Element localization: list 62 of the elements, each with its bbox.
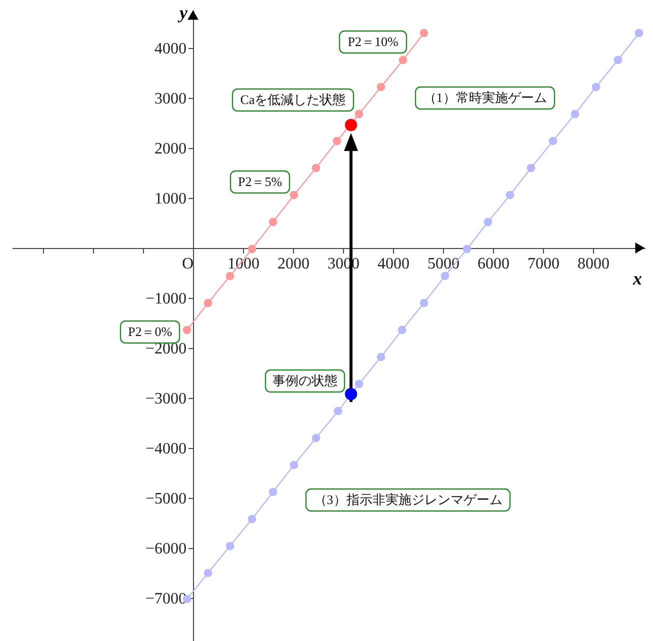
point [354, 110, 364, 118]
point [204, 298, 212, 308]
annotation: P2＝10% [348, 34, 398, 49]
x-tick-label: 7000 [528, 256, 560, 272]
point [332, 136, 342, 146]
point [248, 244, 256, 254]
y-tick-label: 3000 [154, 90, 186, 108]
point [290, 460, 298, 470]
x-tick-label: O [182, 256, 194, 272]
point [614, 56, 622, 64]
x-axis-title: x [632, 268, 642, 288]
point [376, 82, 386, 92]
y-axis-title: y [178, 2, 188, 22]
annotation: 事例の状態 [272, 373, 338, 388]
y-tick-label: −2000 [145, 340, 186, 358]
point [268, 218, 278, 226]
point [376, 352, 386, 362]
point [462, 244, 472, 254]
x-tick-label: 1000 [228, 256, 260, 272]
point [548, 136, 558, 146]
point [312, 434, 320, 442]
point [354, 380, 364, 388]
point [592, 82, 600, 92]
y-tick-label: −4000 [145, 440, 186, 458]
x-tick-label: 6000 [478, 256, 510, 272]
point [398, 326, 406, 334]
y-tick-label: 2000 [154, 140, 186, 158]
y-tick-label: 4000 [154, 40, 186, 58]
point [570, 110, 580, 118]
point [312, 164, 320, 172]
point [420, 28, 428, 38]
point [344, 388, 358, 400]
x-tick-label: 8000 [578, 256, 610, 272]
annotation: P2＝5% [238, 174, 282, 189]
y-tick-label: −6000 [145, 540, 186, 558]
x-tick-label: 2000 [278, 256, 310, 272]
y-tick-label: −5000 [145, 490, 186, 508]
point [506, 190, 514, 200]
point [334, 406, 342, 416]
point [290, 190, 298, 200]
point [344, 118, 358, 132]
point [634, 28, 644, 38]
point [526, 164, 536, 172]
point [248, 514, 256, 524]
annotation: （1）常時実施ゲーム [423, 90, 547, 105]
point [204, 568, 212, 578]
x-tick-label: 4000 [378, 256, 410, 272]
y-tick-label: 1000 [154, 190, 186, 208]
point [440, 272, 450, 280]
annotation: （3）指示非実施ジレンマゲーム [314, 492, 502, 507]
point [226, 542, 234, 550]
point [268, 488, 278, 496]
annotation: P2＝0% [128, 324, 172, 339]
point [226, 272, 234, 280]
point [420, 298, 428, 308]
annotation: Caを低減した状態 [240, 92, 346, 107]
point [398, 56, 408, 64]
point [484, 218, 492, 226]
y-tick-label: −1000 [145, 290, 186, 308]
x-tick-label: 5000 [428, 256, 460, 272]
point [182, 326, 192, 334]
y-tick-label: −3000 [145, 390, 186, 408]
